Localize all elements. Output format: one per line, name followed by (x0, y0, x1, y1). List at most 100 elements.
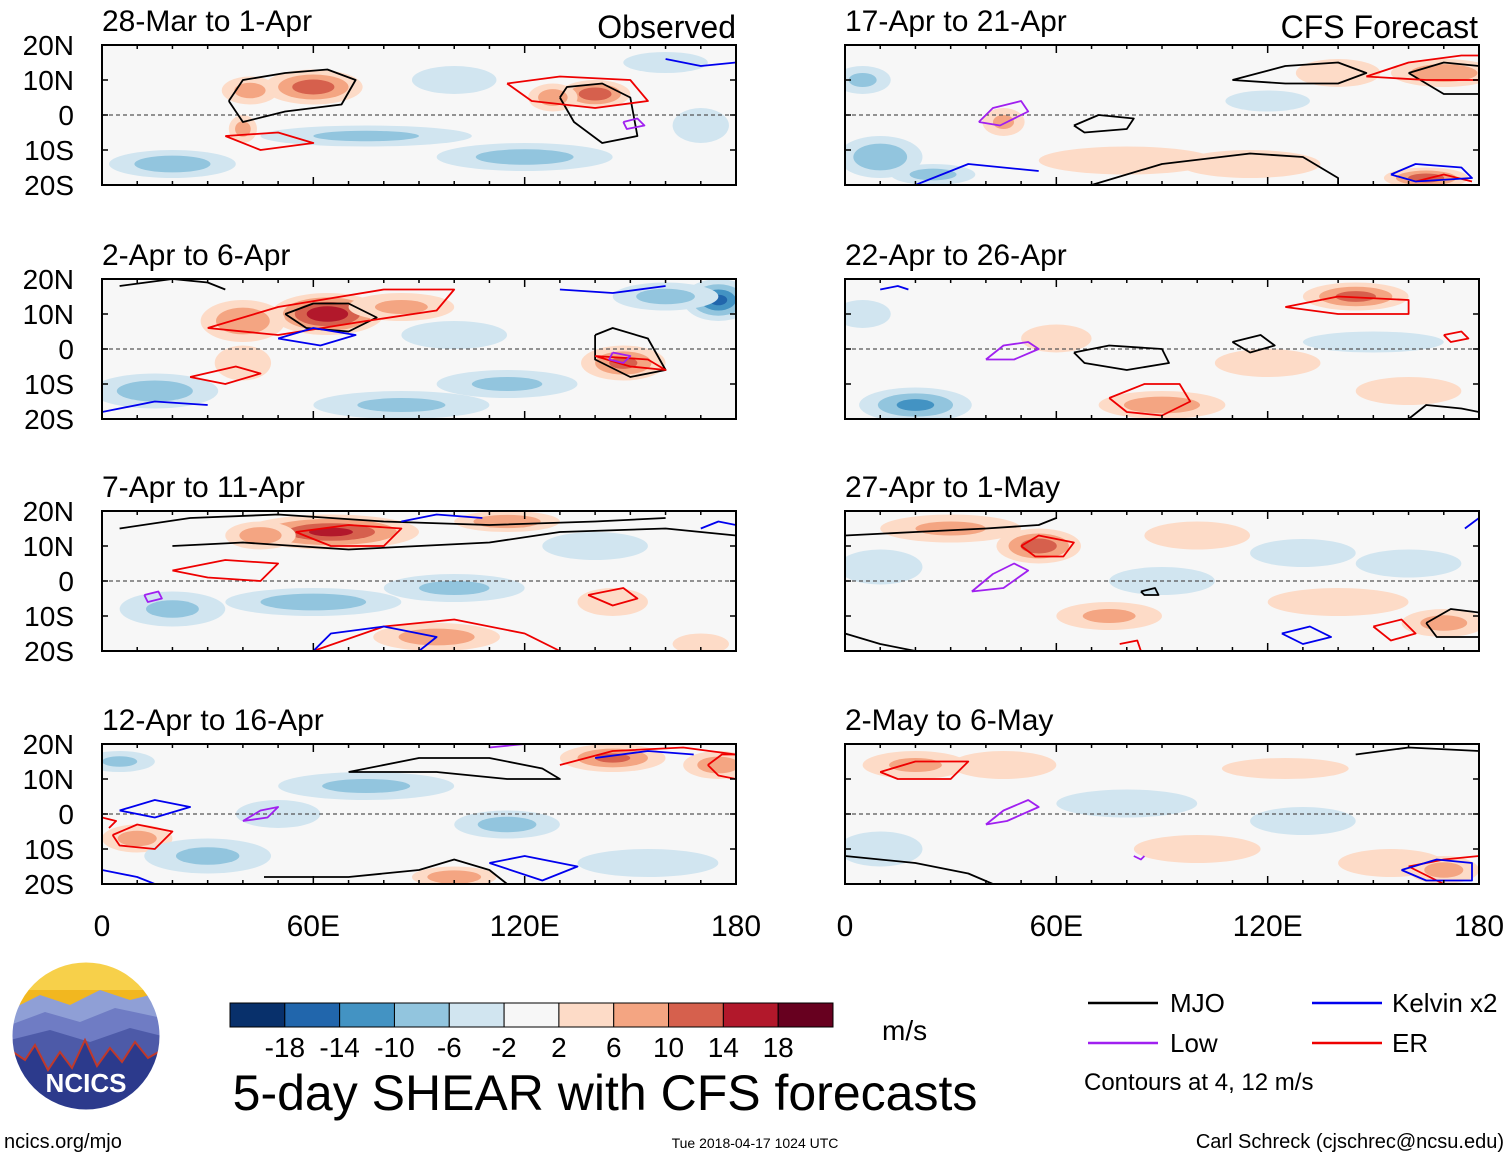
contour-low (489, 744, 553, 749)
shear-anomaly (313, 130, 419, 142)
legend: MJO Kelvin x2 Low ER Contours at 4, 12 m… (1084, 988, 1498, 1096)
shear-anomaly (1267, 588, 1409, 616)
contour-kelvin-x2 (559, 285, 666, 294)
contour-kelvin-x2 (1281, 625, 1332, 645)
colorbar-label: -6 (437, 1032, 462, 1063)
panel-title: 22-Apr to 26-Apr (845, 239, 1067, 272)
contour-er (172, 559, 279, 582)
contour-mjo (119, 279, 226, 291)
contour-low (608, 351, 632, 364)
shear-field (102, 45, 736, 185)
x-tick-label: 180 (711, 910, 761, 943)
units-label: m/s (882, 1015, 927, 1046)
contour-er (587, 587, 639, 607)
shear-anomaly (845, 549, 923, 585)
shear-anomaly (909, 168, 957, 181)
colorbar-label: -14 (319, 1032, 359, 1063)
shear-anomaly (419, 581, 490, 595)
shear-field (845, 744, 1479, 884)
contour-kelvin-x2 (102, 869, 156, 884)
panel-4: 22-Apr to 26-Apr (844, 239, 1480, 420)
panel-title: 12-Apr to 16-Apr (102, 704, 324, 737)
shear-anomaly (1056, 789, 1198, 818)
y-tick-label: 20N (23, 729, 74, 760)
legend-er-label: ER (1392, 1028, 1428, 1058)
contour-kelvin-x2 (277, 327, 357, 347)
shear-anomaly (116, 380, 193, 402)
contour-er (102, 816, 117, 829)
contour-mjo (559, 82, 639, 144)
contour-mjo (1091, 152, 1339, 185)
colorbar-label: 6 (606, 1032, 622, 1063)
contour-mjo (284, 302, 378, 333)
shear-anomaly (427, 870, 482, 884)
shear-anomaly (672, 108, 729, 143)
shear-anomaly (1144, 521, 1251, 550)
credit: Carl Schreck (cjschrec@ncsu.edu) (1196, 1131, 1504, 1153)
contour-kelvin-x2 (119, 799, 191, 819)
shear-anomaly (1424, 862, 1464, 878)
shear-anomaly (1410, 64, 1478, 82)
shear-anomaly (234, 82, 266, 99)
shear-anomaly (845, 300, 891, 328)
contour-mjo (1408, 61, 1479, 95)
shear-anomaly (175, 847, 240, 865)
shear-anomaly (239, 527, 282, 544)
contour-mjo (845, 855, 994, 884)
logo-text: NCICS (46, 1068, 127, 1098)
colorbar-swatch (503, 1002, 560, 1028)
contour-kelvin-x2 (594, 750, 694, 759)
contour-er (707, 753, 736, 780)
shear-field (845, 279, 1479, 419)
contour-er (1108, 383, 1192, 417)
y-tick-label: 0 (58, 334, 74, 365)
contour-er (879, 760, 970, 780)
colorbar-swatch (229, 1002, 286, 1028)
contour-mjo (1073, 114, 1135, 134)
shear-anomaly (411, 66, 497, 94)
shear-anomaly (1021, 324, 1092, 353)
shear-anomaly (636, 288, 695, 305)
contour-kelvin-x2 (665, 58, 736, 67)
shear-anomaly (102, 756, 138, 767)
contour-mjo (119, 513, 666, 530)
contour-kelvin-x2 (1464, 517, 1479, 530)
contour-kelvin-x2 (102, 400, 208, 413)
shear-anomaly (542, 532, 648, 560)
shear-anomaly (292, 79, 335, 95)
colorbar-label: 14 (708, 1032, 739, 1063)
shear-anomaly (1302, 331, 1444, 353)
timestamp: Tue 2018-04-17 1024 UTC (672, 1135, 839, 1151)
shear-anomaly (308, 527, 353, 537)
forecast-label: CFS Forecast (1281, 9, 1478, 45)
shear-anomaly (306, 306, 349, 322)
contour-mjo (1231, 334, 1276, 354)
contour-low (985, 799, 1040, 826)
contour-er (1119, 639, 1142, 651)
source-link[interactable]: ncics.org/mjo (4, 1131, 122, 1153)
contour-er (1285, 295, 1410, 315)
panel-2: 17-Apr to 21-Apr (844, 5, 1480, 186)
contour-mjo (845, 632, 916, 651)
shear-field (845, 511, 1479, 651)
contour-low (971, 562, 1030, 593)
shear-anomaly (1133, 835, 1261, 863)
contour-kelvin-x2 (401, 513, 483, 523)
shear-anomaly (260, 593, 367, 611)
shear-field (102, 279, 736, 419)
shear-anomaly (1214, 349, 1321, 377)
panel-title: 28-Mar to 1-Apr (102, 5, 312, 38)
y-tick-label: 20N (23, 264, 74, 295)
shear-anomaly (473, 514, 541, 529)
contour-mjo (1232, 61, 1368, 85)
contour-kelvin-x2 (915, 163, 1039, 185)
x-tick-label: 0 (94, 910, 111, 943)
colorbar-label: 2 (551, 1032, 567, 1063)
shear-anomaly (623, 52, 708, 73)
contour-low (143, 590, 163, 603)
shear-field (845, 45, 1479, 185)
contour-mjo (1408, 404, 1479, 419)
contour-er (224, 131, 315, 151)
y-tick-label: 0 (58, 799, 74, 830)
contour-mjo (348, 757, 561, 780)
